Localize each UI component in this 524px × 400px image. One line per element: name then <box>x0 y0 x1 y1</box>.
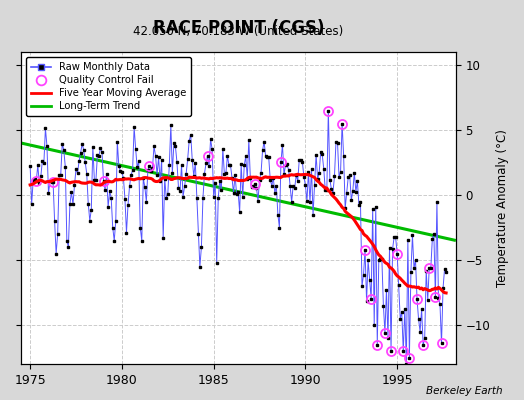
Legend: Raw Monthly Data, Quality Control Fail, Five Year Moving Average, Long-Term Tren: Raw Monthly Data, Quality Control Fail, … <box>26 57 191 116</box>
Text: Berkeley Earth: Berkeley Earth <box>427 386 503 396</box>
Title: RACE POINT (CGS): RACE POINT (CGS) <box>152 18 324 36</box>
Text: 42.050 N, 70.183 W (United States): 42.050 N, 70.183 W (United States) <box>133 25 344 38</box>
Y-axis label: Temperature Anomaly (°C): Temperature Anomaly (°C) <box>496 129 509 287</box>
